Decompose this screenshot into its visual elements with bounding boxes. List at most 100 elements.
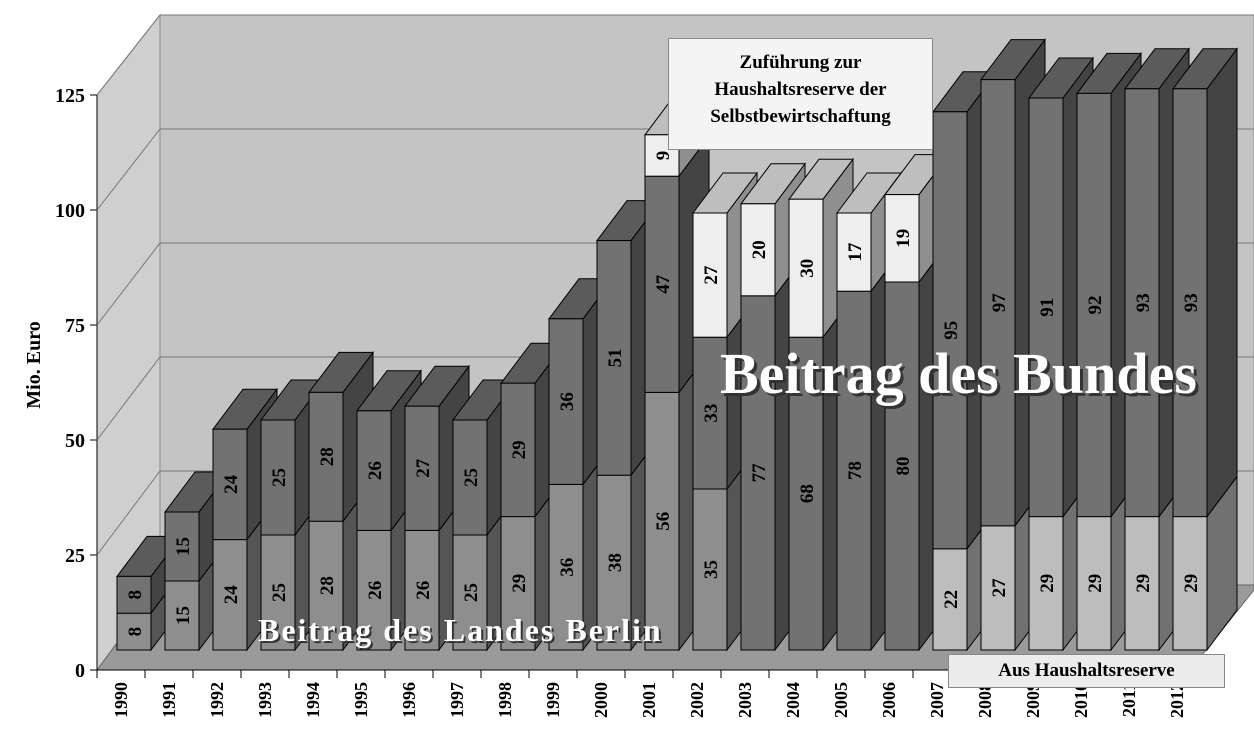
bar bbox=[836, 290, 872, 651]
value-label: 15 bbox=[173, 537, 194, 556]
bar bbox=[596, 240, 632, 476]
y-tick-label: 75 bbox=[65, 315, 85, 337]
x-tick-label: 2012 bbox=[1167, 682, 1187, 718]
grid-line bbox=[96, 356, 161, 441]
value-label: 26 bbox=[365, 581, 386, 600]
bar bbox=[1028, 516, 1064, 651]
bar bbox=[644, 175, 680, 393]
value-label: 93 bbox=[1181, 293, 1202, 312]
x-tick-label: 2008 bbox=[975, 682, 995, 718]
value-label: 38 bbox=[605, 553, 626, 572]
bar bbox=[644, 391, 680, 651]
value-label: 8 bbox=[125, 590, 146, 600]
x-tick-label: 1990 bbox=[111, 682, 131, 718]
x-tick-label: 1992 bbox=[207, 682, 227, 718]
value-label: 29 bbox=[1085, 574, 1106, 593]
value-label: 29 bbox=[1133, 574, 1154, 593]
value-label: 29 bbox=[509, 440, 530, 459]
bar bbox=[500, 382, 536, 518]
x-tick-label: 2002 bbox=[687, 682, 707, 718]
y-tick-label: 100 bbox=[55, 200, 85, 222]
value-label: 9 bbox=[653, 151, 674, 161]
value-label: 27 bbox=[989, 578, 1010, 598]
bar bbox=[692, 212, 728, 338]
x-tick-label: 1996 bbox=[399, 682, 419, 718]
value-label: 56 bbox=[653, 512, 674, 531]
x-tick-label: 1993 bbox=[255, 682, 275, 718]
value-label: 22 bbox=[941, 590, 962, 609]
bar bbox=[1172, 88, 1208, 518]
value-label: 78 bbox=[845, 461, 866, 480]
bar bbox=[164, 511, 200, 582]
value-label: 25 bbox=[269, 583, 290, 602]
bar bbox=[116, 575, 152, 614]
value-label: 15 bbox=[173, 606, 194, 625]
bar bbox=[404, 405, 440, 531]
value-label: 25 bbox=[461, 583, 482, 602]
value-label: 26 bbox=[365, 461, 386, 480]
x-tick-label: 2007 bbox=[927, 682, 947, 718]
value-label: 25 bbox=[269, 468, 290, 487]
grid-line bbox=[96, 242, 161, 326]
value-label: 80 bbox=[893, 457, 914, 476]
y-tick-label: 0 bbox=[75, 660, 85, 682]
bar-side bbox=[1206, 47, 1238, 519]
x-tick-label: 2001 bbox=[639, 682, 659, 718]
x-tick-label: 1997 bbox=[447, 682, 467, 718]
bar bbox=[500, 516, 536, 651]
x-tick-label: 2006 bbox=[879, 682, 899, 718]
value-label: 28 bbox=[317, 576, 338, 595]
y-tick-label: 25 bbox=[65, 545, 85, 567]
value-label: 30 bbox=[797, 259, 818, 278]
value-label: 24 bbox=[221, 474, 242, 494]
bar bbox=[212, 539, 248, 651]
bar bbox=[260, 419, 296, 536]
bar bbox=[452, 419, 488, 536]
grid-line bbox=[96, 128, 161, 211]
bar bbox=[740, 295, 776, 651]
y-tick-label: 50 bbox=[65, 430, 85, 452]
x-tick-label: 2010 bbox=[1071, 682, 1091, 718]
bar bbox=[164, 580, 200, 651]
x-tick-label: 1995 bbox=[351, 682, 371, 718]
value-label: 77 bbox=[749, 463, 770, 483]
value-label: 20 bbox=[749, 240, 770, 259]
bar bbox=[308, 391, 344, 522]
bar bbox=[356, 410, 392, 531]
value-label: 25 bbox=[461, 468, 482, 487]
x-tick-label: 2011 bbox=[1119, 682, 1139, 717]
value-label: 8 bbox=[125, 627, 146, 637]
value-label: 95 bbox=[941, 321, 962, 340]
bar bbox=[884, 281, 920, 651]
series-label: Beitrag des Landes Berlin bbox=[258, 612, 663, 648]
bar bbox=[884, 194, 920, 283]
bar bbox=[1076, 516, 1112, 651]
series-label: Aus Haushaltsreserve bbox=[948, 654, 1225, 688]
value-label: 27 bbox=[413, 458, 434, 478]
x-tick-label: 2004 bbox=[783, 682, 803, 718]
value-label: 91 bbox=[1037, 298, 1058, 317]
bar bbox=[596, 474, 632, 651]
y-tick-label: 125 bbox=[55, 85, 85, 107]
bar bbox=[932, 111, 968, 550]
series-label: Zuführung zur Haushaltsreserve der Selbs… bbox=[668, 38, 933, 150]
x-tick-label: 1999 bbox=[543, 682, 563, 718]
bar bbox=[836, 212, 872, 292]
x-tick-label: 1994 bbox=[303, 682, 323, 718]
value-label: 35 bbox=[701, 560, 722, 579]
bar bbox=[1076, 92, 1112, 518]
value-label: 24 bbox=[221, 585, 242, 605]
bar bbox=[692, 336, 728, 490]
x-tick-label: 2000 bbox=[591, 682, 611, 718]
y-axis-title: Mio. Euro bbox=[23, 321, 45, 408]
bar bbox=[356, 529, 392, 651]
value-label: 27 bbox=[701, 265, 722, 285]
bar bbox=[260, 534, 296, 651]
value-label: 93 bbox=[1133, 293, 1154, 312]
value-label: 36 bbox=[557, 558, 578, 577]
grid-line bbox=[96, 470, 161, 556]
bar bbox=[740, 203, 776, 297]
bar bbox=[1124, 516, 1160, 651]
x-tick-label: 2009 bbox=[1023, 682, 1043, 718]
